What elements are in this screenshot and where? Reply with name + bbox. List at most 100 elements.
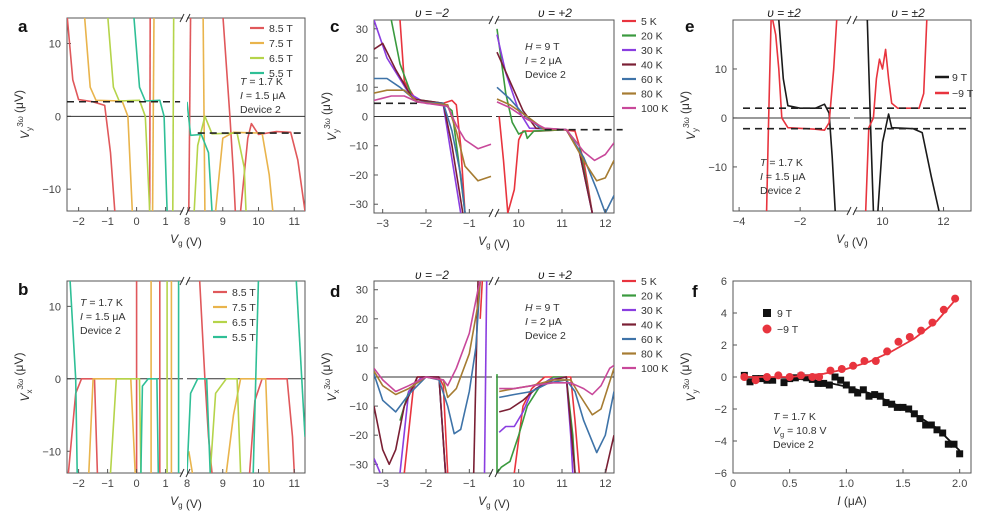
data-point [831, 373, 839, 381]
y-axis-label: Vy3ω (μV) [678, 91, 700, 140]
data-point [876, 392, 884, 400]
x-tick-label: 0 [134, 216, 140, 228]
x-tick-label: 8 [184, 478, 190, 490]
data-point [746, 378, 754, 386]
x-axis-label: I (μA) [837, 494, 867, 508]
data-point [951, 294, 960, 303]
y-tick-label: −10 [42, 184, 61, 196]
y-axis-label: Vx3ω (μV) [319, 353, 341, 402]
x-tick-label: 0.5 [782, 478, 797, 490]
legend: 5 K 20 K 30 K 40 K 60 K 80 K 100 K [622, 16, 668, 115]
x-tick-label: −2 [794, 216, 807, 228]
legend-label: 80 K [641, 89, 663, 101]
series-line-75T [151, 18, 155, 211]
x-tick-label: 0 [730, 478, 736, 490]
y-tick-label: −20 [349, 430, 368, 442]
series-line-85T [222, 18, 237, 211]
x-tick-label: 10 [876, 216, 888, 228]
series-line-40K [472, 281, 479, 473]
data-point [769, 376, 777, 384]
legend: 9 T −9 T [762, 308, 799, 336]
legend: 8.5 T 7.5 T 6.5 T 5.5 T [213, 287, 256, 344]
y-axis-label: Vy3ω (μV) [678, 353, 700, 402]
y-tick-label: 0 [362, 112, 368, 124]
x-tick-label: 9 [220, 216, 226, 228]
series-line-30K [374, 458, 382, 473]
legend-label: 20 K [641, 31, 663, 43]
axis-break-gap [183, 16, 187, 213]
annotation-line: Device 2 [240, 104, 281, 116]
data-point [865, 392, 873, 400]
data-point [917, 326, 926, 335]
data-point [808, 373, 817, 381]
panel-label: d [330, 282, 340, 301]
axis-break-icon [179, 13, 191, 23]
legend-label: 40 K [641, 60, 663, 72]
legend: 9 T −9 T [935, 72, 974, 100]
y-tick-label: −6 [714, 468, 727, 480]
series-line-65T [107, 18, 151, 211]
legend-label: 9 T [777, 308, 793, 320]
data-point [871, 357, 880, 365]
series-line-75T [225, 377, 270, 473]
series-line-5K [399, 20, 466, 213]
data-point [837, 365, 846, 373]
annotation-line: I = 1.5 μA [80, 311, 125, 323]
panel-label: a [18, 17, 28, 36]
data-point [894, 337, 903, 346]
x-axis-label: Vg (V) [836, 232, 868, 249]
y-tick-label: 20 [356, 314, 368, 326]
panel-label: f [692, 282, 698, 301]
data-point [939, 429, 947, 437]
series-line-55T [295, 281, 305, 437]
y-tick-label: 0 [721, 113, 727, 125]
series-line-5K [513, 376, 581, 473]
annotation-line: Device 2 [525, 330, 566, 342]
data-point [797, 371, 805, 380]
axis-break-icon [846, 15, 858, 25]
series-line-9T [866, 20, 875, 211]
series-line-65T [209, 377, 242, 473]
data-point [910, 410, 918, 418]
legend-label: −9 T [952, 88, 974, 100]
y-tick-label: 0 [362, 372, 368, 384]
data-point [785, 373, 794, 381]
data-point [928, 318, 937, 327]
plot-area [374, 20, 614, 213]
series-line-75T [88, 377, 136, 473]
region-header: υ = ±2 [891, 6, 925, 20]
y-tick-label: 10 [356, 82, 368, 94]
y-tick-label: −10 [349, 401, 368, 413]
data-point [751, 376, 760, 385]
y-tick-label: 0 [55, 111, 61, 123]
y-tick-label: 0 [721, 372, 727, 384]
data-point [774, 371, 783, 380]
annotation-line: Device 2 [80, 325, 121, 337]
annotation-line: I = 2 μA [525, 55, 562, 67]
data-point [815, 373, 824, 381]
x-tick-label: 12 [937, 216, 949, 228]
series-line-80K [374, 281, 481, 399]
legend-label: 8.5 T [232, 287, 256, 299]
data-point [905, 405, 913, 413]
x-axis-label: Vg (V) [170, 494, 202, 511]
series-line-55T [252, 281, 260, 473]
legend-label: 40 K [641, 320, 663, 332]
x-tick-label: 2.0 [952, 478, 967, 490]
legend-label: 5.5 T [269, 68, 293, 80]
x-tick-label: 10 [513, 218, 525, 230]
legend-label: 5.5 T [232, 332, 256, 344]
panel-d: d −30 −20 −10 0 10 20 30 Vx3ω (μV) Vg (V) −3 −2 −1 10… [319, 268, 668, 511]
data-point [842, 381, 850, 389]
y-tick-label: −10 [349, 141, 368, 153]
data-point [860, 357, 869, 365]
y-tick-label: −10 [708, 162, 727, 174]
annotation-line: T = 1.7 K [760, 157, 803, 169]
axis-break-icon [179, 276, 191, 286]
y-tick-label: 10 [49, 38, 61, 50]
data-point [780, 379, 788, 387]
panel-f: f −6 −4 −2 0 2 4 6 Vy3ω (μV) I (μA) 0 0.5 1.0 1.5 2.0 9… [678, 276, 972, 508]
x-tick-label: 1.0 [839, 478, 854, 490]
y-tick-label: 10 [356, 343, 368, 355]
legend-label: 60 K [641, 334, 663, 346]
